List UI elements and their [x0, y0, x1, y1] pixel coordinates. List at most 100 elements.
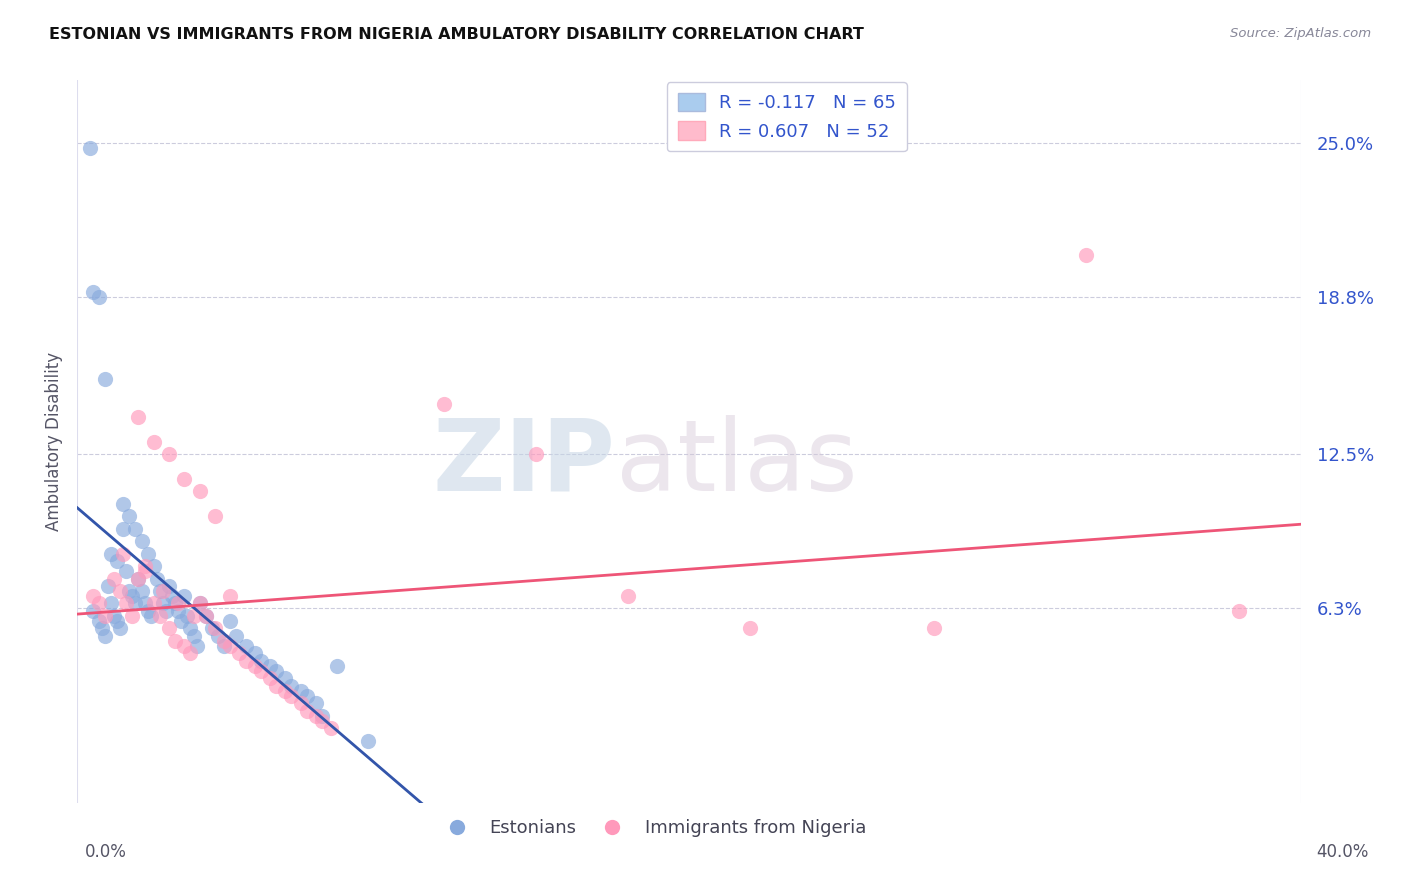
Point	[115, 597, 138, 611]
Point	[79, 140, 101, 154]
Point	[82, 285, 104, 299]
Point	[204, 509, 226, 524]
Point	[100, 547, 122, 561]
Point	[131, 534, 153, 549]
Point	[146, 572, 169, 586]
Point	[136, 604, 159, 618]
Point	[188, 597, 211, 611]
Point	[165, 633, 187, 648]
Point	[225, 629, 247, 643]
Point	[155, 604, 177, 618]
Point	[1229, 604, 1251, 618]
Point	[1076, 248, 1098, 262]
Point	[103, 572, 125, 586]
Point	[524, 447, 547, 461]
Point	[219, 614, 242, 628]
Point	[264, 664, 287, 678]
Point	[108, 584, 131, 599]
Point	[127, 409, 149, 424]
Point	[157, 621, 180, 635]
Point	[100, 597, 122, 611]
Point	[305, 696, 328, 710]
Point	[82, 604, 104, 618]
Point	[105, 554, 128, 568]
Point	[121, 589, 143, 603]
Point	[152, 597, 174, 611]
Point	[115, 564, 138, 578]
Point	[183, 629, 205, 643]
Point	[243, 646, 266, 660]
Point	[167, 597, 190, 611]
Point	[127, 572, 149, 586]
Point	[235, 654, 257, 668]
Point	[139, 609, 162, 624]
Point	[134, 564, 156, 578]
Point	[157, 447, 180, 461]
Point	[173, 639, 195, 653]
Point	[97, 579, 120, 593]
Point	[131, 584, 153, 599]
Point	[259, 658, 281, 673]
Text: ESTONIAN VS IMMIGRANTS FROM NIGERIA AMBULATORY DISABILITY CORRELATION CHART: ESTONIAN VS IMMIGRANTS FROM NIGERIA AMBU…	[49, 27, 865, 42]
Point	[259, 671, 281, 685]
Text: atlas: atlas	[616, 415, 858, 512]
Point	[201, 621, 224, 635]
Point	[321, 721, 343, 735]
Point	[219, 589, 242, 603]
Point	[274, 671, 297, 685]
Point	[250, 664, 273, 678]
Point	[149, 584, 172, 599]
Point	[108, 621, 131, 635]
Point	[186, 639, 208, 653]
Point	[87, 597, 110, 611]
Text: 40.0%: 40.0%	[1316, 843, 1369, 861]
Point	[124, 522, 146, 536]
Point	[173, 589, 195, 603]
Point	[121, 609, 143, 624]
Point	[295, 704, 318, 718]
Point	[136, 547, 159, 561]
Point	[433, 397, 456, 411]
Point	[105, 614, 128, 628]
Point	[290, 683, 312, 698]
Point	[188, 597, 211, 611]
Point	[112, 547, 135, 561]
Point	[176, 609, 198, 624]
Point	[219, 639, 242, 653]
Point	[142, 597, 165, 611]
Point	[149, 609, 172, 624]
Point	[179, 621, 201, 635]
Point	[212, 639, 235, 653]
Point	[94, 372, 117, 386]
Point	[134, 559, 156, 574]
Point	[82, 589, 104, 603]
Point	[305, 708, 328, 723]
Point	[280, 689, 302, 703]
Point	[134, 597, 156, 611]
Text: ZIP: ZIP	[433, 415, 616, 512]
Point	[165, 597, 187, 611]
Point	[617, 589, 640, 603]
Point	[124, 597, 146, 611]
Point	[94, 629, 117, 643]
Legend: Estonians, Immigrants from Nigeria: Estonians, Immigrants from Nigeria	[432, 812, 873, 845]
Point	[142, 559, 165, 574]
Point	[173, 472, 195, 486]
Point	[212, 633, 235, 648]
Point	[118, 584, 141, 599]
Point	[280, 679, 302, 693]
Point	[204, 621, 226, 635]
Point	[179, 646, 201, 660]
Point	[118, 509, 141, 524]
Text: 0.0%: 0.0%	[84, 843, 127, 861]
Point	[188, 484, 211, 499]
Point	[194, 609, 217, 624]
Point	[170, 614, 193, 628]
Point	[87, 614, 110, 628]
Point	[127, 572, 149, 586]
Point	[90, 621, 112, 635]
Point	[274, 683, 297, 698]
Point	[112, 522, 135, 536]
Point	[740, 621, 762, 635]
Point	[228, 646, 250, 660]
